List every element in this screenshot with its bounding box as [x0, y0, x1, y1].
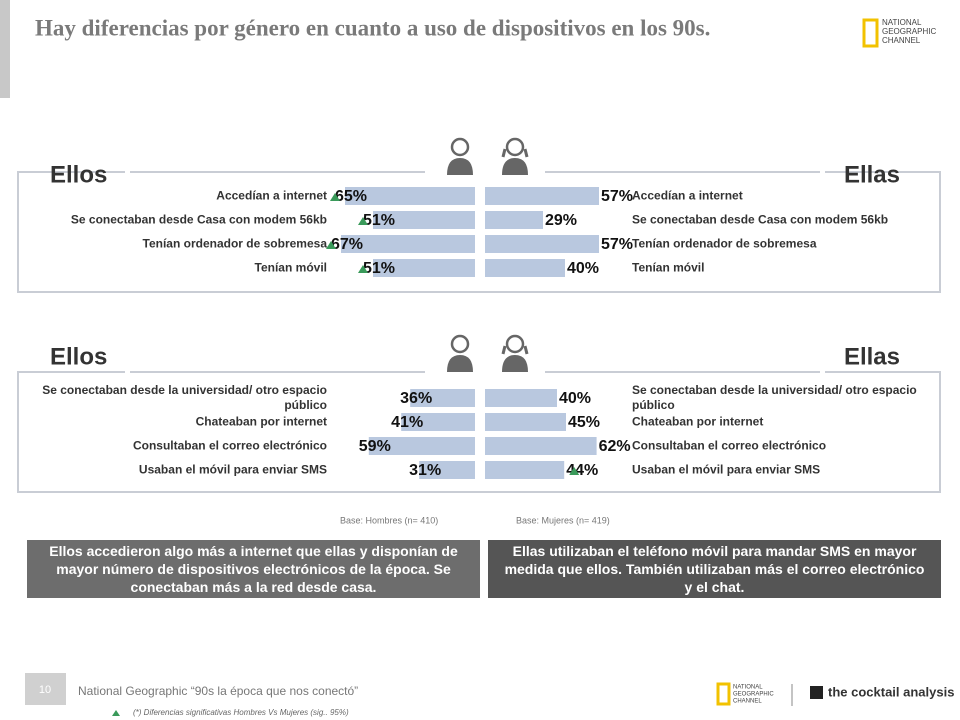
value-label: 57%: [601, 188, 633, 205]
logo-top: NATIONAL GEOGRAPHIC CHANNEL: [862, 18, 936, 48]
note-arrow: [112, 710, 120, 716]
value-label: 59%: [359, 438, 391, 455]
side-bar: [0, 0, 10, 98]
bar: [485, 211, 543, 229]
bar: [368, 437, 475, 455]
value-label: 36%: [400, 390, 432, 407]
significance-arrow: [330, 193, 340, 201]
brand: the cocktail analysis: [828, 684, 954, 699]
logo-footer: NATIONAL GEOGRAPHIC CHANNEL: [716, 682, 774, 706]
page-number: 10: [39, 684, 51, 696]
category-label: Se conectaban desde Casa con modem 56kb: [632, 212, 889, 227]
significance-arrow: [569, 467, 580, 475]
brand-icon: [810, 686, 823, 699]
conclusion: Ellos accedieron algo más a internet que…: [27, 540, 480, 598]
logo-frame: [862, 18, 879, 48]
category-label: Tenían móvil: [632, 260, 705, 275]
value-label: 31%: [409, 462, 441, 479]
frame: [17, 171, 941, 293]
value-label: 44%: [566, 462, 598, 479]
category-label: Accedían a internet: [632, 188, 743, 203]
bar: [345, 187, 475, 205]
logo-text: CHANNEL: [882, 36, 921, 45]
logo-frame: [716, 682, 731, 706]
person-icon: [502, 355, 528, 372]
person-icon: [450, 137, 470, 157]
value-label: 51%: [363, 260, 395, 277]
bar: [419, 461, 475, 479]
bar: [485, 389, 557, 407]
note: (*) Diferencias significativas Hombres V…: [133, 708, 349, 717]
category-label: Tenían ordenador de sobremesa: [142, 236, 328, 251]
category-label: Chateaban por internet: [195, 414, 327, 429]
title: Hay diferencias por género en cuanto a u…: [35, 15, 710, 40]
category-label: Consultaban el correo electrónico: [132, 438, 327, 453]
bar: [373, 259, 475, 277]
category-label: Tenían ordenador de sobremesa: [632, 236, 817, 251]
person-icon: [505, 137, 525, 157]
base-text: Base: Hombres (n= 410): [340, 515, 438, 525]
category-label: Se conectaban desde la universidad/ otro…: [632, 383, 917, 412]
bar: [373, 211, 475, 229]
legend-label: Ellas: [844, 161, 900, 188]
value-label: 67%: [331, 236, 363, 253]
category-label: Usaban el móvil para enviar SMS: [632, 462, 821, 477]
person-icon: [502, 158, 528, 175]
legend-label: Ellos: [50, 343, 107, 370]
significance-arrow: [358, 217, 368, 225]
category-label: Consultaban el correo electrónico: [632, 438, 827, 453]
category-label: Usaban el móvil para enviar SMS: [138, 462, 327, 477]
value-label: 40%: [559, 390, 591, 407]
bar: [410, 389, 475, 407]
person-icon: [447, 355, 473, 372]
bar: [485, 437, 597, 455]
value-label: 65%: [335, 188, 367, 205]
value-label: 45%: [568, 414, 600, 431]
category-label: Accedían a internet: [216, 188, 327, 203]
bar: [485, 413, 566, 431]
logo-text: NATIONAL: [733, 685, 763, 691]
page-box: [25, 673, 66, 705]
value-label: 57%: [601, 236, 633, 253]
category-label: Chateaban por internet: [632, 414, 764, 429]
legend-label: Ellos: [50, 161, 107, 188]
bar: [485, 187, 599, 205]
category-label: Se conectaban desde Casa con modem 56kb: [70, 212, 327, 227]
significance-arrow: [326, 241, 336, 249]
person-icon: [501, 345, 529, 355]
person-icon: [450, 334, 470, 354]
frame: [17, 371, 941, 493]
significance-arrow: [358, 265, 368, 273]
person-icon: [447, 158, 473, 175]
category-label: Se conectaban desde la universidad/ otro…: [42, 383, 327, 412]
person-icon: [505, 334, 525, 354]
value-label: 62%: [599, 438, 631, 455]
conclusion: Ellas utilizaban el teléfono móvil para …: [488, 540, 941, 598]
base-text: Base: Mujeres (n= 419): [516, 515, 610, 525]
logo-text: GEOGRAPHIC: [733, 692, 774, 698]
bar: [401, 413, 475, 431]
person-icon: [501, 148, 529, 158]
value-label: 40%: [567, 260, 599, 277]
bar: [485, 259, 565, 277]
value-label: 51%: [363, 212, 395, 229]
bar: [485, 461, 565, 479]
bar: [341, 235, 475, 253]
logo-text: NATIONAL: [882, 18, 922, 27]
category-label: Tenían móvil: [254, 260, 327, 275]
legend-label: Ellas: [844, 343, 900, 370]
value-label: 41%: [391, 414, 423, 431]
bar: [485, 235, 599, 253]
logo-text: GEOGRAPHIC: [882, 27, 936, 36]
value-label: 29%: [545, 212, 577, 229]
logo-text: CHANNEL: [733, 699, 762, 705]
source: National Geographic “90s la época que no…: [78, 684, 358, 698]
